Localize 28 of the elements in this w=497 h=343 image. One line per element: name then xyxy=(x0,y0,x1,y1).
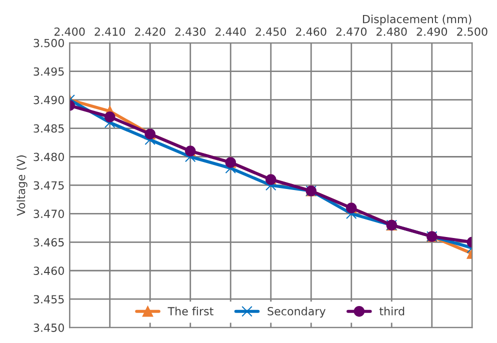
x-tick-label: 2.410 xyxy=(94,27,126,36)
x-tick-label: 2.460 xyxy=(296,27,326,36)
x-tick-label: 2.500 xyxy=(457,27,488,36)
y-axis-title: Voltage (V) xyxy=(16,155,28,216)
point xyxy=(104,112,116,122)
y-tick-label: 3.460 xyxy=(34,266,64,276)
y-tick-label: 3.465 xyxy=(34,238,64,247)
x-axis-title: Displacement (mm) xyxy=(363,14,472,26)
x-tick-label: 2.430 xyxy=(175,27,206,36)
y-tick-label: 3.450 xyxy=(34,324,64,332)
x-tick-label: 2.440 xyxy=(216,27,246,36)
x-tick-label: 2.470 xyxy=(336,27,367,36)
y-tick-label: 3.475 xyxy=(34,181,64,190)
legend-label: third xyxy=(379,306,404,316)
legend-label: Secondary xyxy=(268,306,326,318)
y-tick-label: 3.490 xyxy=(34,96,64,104)
legend-label: The first xyxy=(168,306,214,316)
x-tick-label: 2.400 xyxy=(54,27,85,36)
y-tick-label: 3.470 xyxy=(34,210,64,218)
y-tick-label: 3.455 xyxy=(34,295,64,304)
x-tick-label: 2.450 xyxy=(256,27,286,36)
y-tick-label: 3.485 xyxy=(34,124,64,133)
x-tick-label: 2.490 xyxy=(416,27,448,36)
y-tick-label: 3.480 xyxy=(34,152,64,162)
x-tick-label: 2.420 xyxy=(135,27,166,36)
y-tick-label: 3.495 xyxy=(34,67,64,76)
y-tick-label: 3.500 xyxy=(34,38,64,48)
x-tick-label: 2.480 xyxy=(376,27,407,36)
